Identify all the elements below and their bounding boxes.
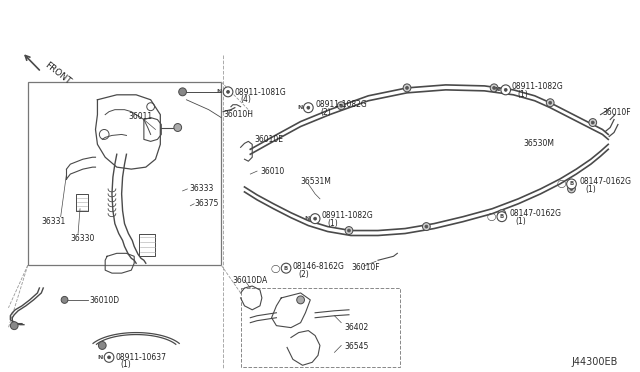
Text: (1): (1) (328, 219, 339, 228)
Circle shape (406, 86, 408, 89)
Text: B: B (284, 266, 288, 271)
Circle shape (348, 229, 351, 232)
Circle shape (547, 99, 554, 107)
Text: N: N (217, 89, 222, 94)
Text: 36010: 36010 (260, 167, 284, 176)
Text: 08911-10637: 08911-10637 (116, 353, 167, 362)
Circle shape (108, 356, 111, 359)
Bar (241, 288, 400, 367)
Circle shape (589, 119, 596, 126)
Circle shape (179, 88, 186, 96)
Text: (2): (2) (299, 270, 309, 279)
Circle shape (566, 179, 577, 189)
Text: ◯: ◯ (556, 179, 566, 189)
Text: ◯: ◯ (486, 212, 496, 221)
Text: 08911-1082G: 08911-1082G (315, 100, 367, 109)
Text: 36331: 36331 (42, 217, 65, 226)
Circle shape (99, 341, 106, 349)
Circle shape (314, 217, 317, 220)
Bar (28, 82, 221, 265)
Text: 08147-0162G: 08147-0162G (509, 209, 561, 218)
Circle shape (307, 106, 310, 109)
Text: (1): (1) (517, 90, 528, 99)
Text: 36011: 36011 (129, 112, 152, 121)
Circle shape (174, 124, 182, 131)
Circle shape (403, 84, 411, 92)
Circle shape (548, 101, 552, 104)
Circle shape (340, 104, 342, 107)
Circle shape (493, 86, 495, 89)
Text: 08147-0162G: 08147-0162G (579, 177, 631, 186)
Text: 36531M: 36531M (301, 177, 332, 186)
Circle shape (422, 222, 430, 231)
Circle shape (490, 84, 498, 92)
Circle shape (498, 210, 506, 218)
Text: 36010F: 36010F (602, 108, 631, 117)
Text: 36402: 36402 (344, 323, 369, 332)
Text: 36545: 36545 (344, 343, 369, 352)
Text: 08146-8162G: 08146-8162G (293, 262, 345, 271)
Text: 36333: 36333 (189, 184, 214, 193)
Circle shape (501, 85, 511, 95)
Circle shape (570, 187, 573, 190)
Text: (2): (2) (320, 108, 331, 117)
Text: N: N (297, 105, 303, 110)
Circle shape (500, 212, 503, 215)
Text: 08911-1081G: 08911-1081G (235, 88, 287, 97)
Text: 36010E: 36010E (254, 135, 283, 144)
Text: 36010D: 36010D (90, 296, 120, 305)
Text: 36330: 36330 (70, 234, 95, 243)
Text: B: B (500, 214, 504, 219)
Text: 36010DA: 36010DA (233, 276, 268, 285)
Text: 36530M: 36530M (523, 140, 554, 148)
Text: (4): (4) (241, 95, 252, 104)
Text: 08911-1082G: 08911-1082G (511, 82, 563, 91)
Circle shape (61, 296, 68, 303)
Text: N: N (495, 87, 500, 92)
Text: 36010F: 36010F (351, 263, 380, 272)
Circle shape (223, 87, 233, 97)
Text: 36375: 36375 (194, 199, 218, 208)
Circle shape (591, 121, 594, 124)
Circle shape (504, 89, 507, 92)
Text: 36010H: 36010H (223, 110, 253, 119)
Text: FRONT: FRONT (44, 60, 73, 86)
Circle shape (227, 90, 230, 93)
Text: N: N (98, 355, 103, 360)
Text: J44300EB: J44300EB (572, 357, 618, 367)
Circle shape (497, 212, 507, 222)
Text: N: N (304, 216, 309, 221)
Circle shape (297, 296, 305, 304)
Circle shape (10, 322, 18, 330)
Circle shape (310, 214, 320, 224)
Text: 08911-1082G: 08911-1082G (322, 211, 374, 220)
Text: (1): (1) (121, 360, 131, 369)
Circle shape (104, 352, 114, 362)
Circle shape (337, 102, 345, 110)
Circle shape (281, 263, 291, 273)
Text: (1): (1) (585, 185, 596, 194)
Text: B: B (570, 182, 573, 186)
Text: ◯: ◯ (271, 264, 280, 273)
Circle shape (303, 103, 313, 113)
Circle shape (568, 185, 575, 193)
Circle shape (345, 227, 353, 234)
Text: (1): (1) (515, 217, 526, 226)
Circle shape (425, 225, 428, 228)
